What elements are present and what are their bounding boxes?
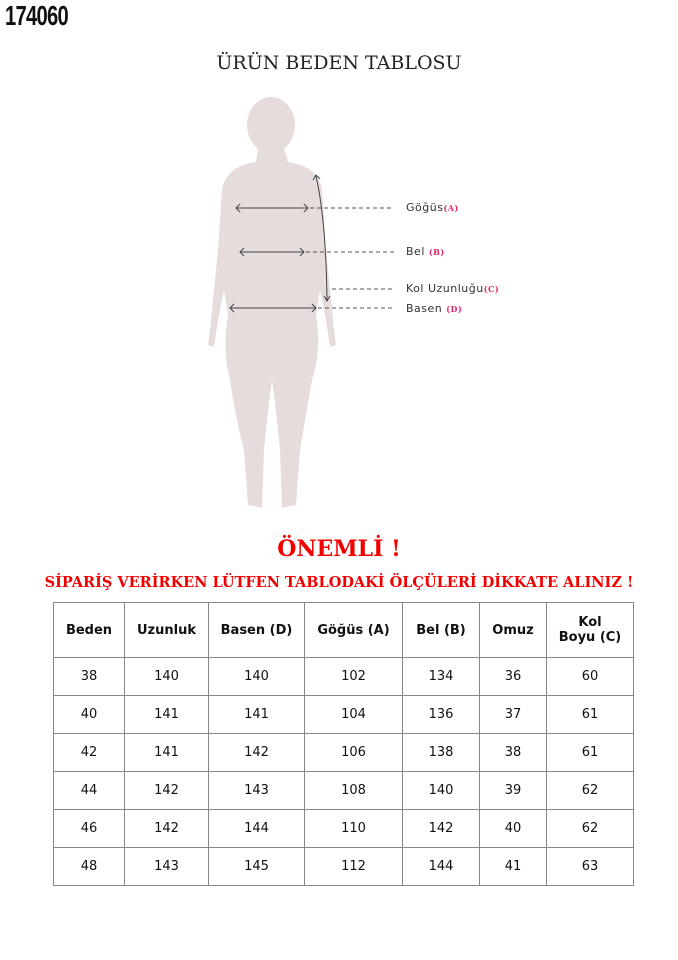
table-row: 40 141 141 104 136 37 61	[53, 695, 634, 734]
table-cell: 142	[124, 771, 209, 810]
hip-arrow	[229, 303, 317, 313]
page-title: ÜRÜN BEDEN TABLOSU	[216, 52, 462, 74]
table-cell: 112	[304, 847, 403, 886]
table-cell: 37	[479, 695, 547, 734]
table-cell: 38	[53, 657, 125, 696]
table-cell: 110	[304, 809, 403, 848]
table-cell: 141	[208, 695, 305, 734]
body-silhouette-figure	[208, 97, 394, 508]
size-table: Beden Uzunluk Basen (D) Göğüs (A) Bel (B) Omu…	[53, 602, 634, 886]
label-tag: (C)	[483, 284, 500, 294]
table-cell: 134	[402, 657, 480, 696]
label-waist: Bel (B)	[406, 245, 445, 258]
table-cell: 36	[479, 657, 547, 696]
label-sleeve: Kol Uzunluğu(C)	[406, 282, 499, 295]
warning-text: SİPARİŞ VERİRKEN LÜTFEN TABLODAKİ ÖLÇÜLE…	[44, 574, 634, 591]
table-cell: 42	[53, 733, 125, 772]
product-code: 174060	[5, 0, 69, 31]
table-cell: 141	[124, 733, 209, 772]
label-tag: (A)	[443, 203, 459, 213]
table-cell: 143	[208, 771, 305, 810]
table-cell: 145	[208, 847, 305, 886]
sleeve-arrow	[312, 174, 331, 302]
table-cell: 140	[124, 657, 209, 696]
table-cell: 40	[479, 809, 547, 848]
chest-arrow	[235, 203, 309, 213]
important-heading: ÖNEMLİ !	[277, 536, 401, 562]
table-cell: 62	[546, 809, 634, 848]
table-cell: 61	[546, 695, 634, 734]
label-chest: Göğüs(A)	[406, 201, 459, 214]
table-cell: 63	[546, 847, 634, 886]
label-text: Kol Uzunluğu	[406, 282, 484, 295]
table-cell: 140	[402, 771, 480, 810]
table-cell: 60	[546, 657, 634, 696]
label-text: Basen	[406, 302, 443, 315]
column-header: Uzunluk	[124, 602, 209, 658]
table-cell: 136	[402, 695, 480, 734]
table-cell: 141	[124, 695, 209, 734]
column-header: Göğüs (A)	[304, 602, 403, 658]
column-header: Omuz	[479, 602, 547, 658]
table-cell: 102	[304, 657, 403, 696]
table-cell: 61	[546, 733, 634, 772]
table-cell: 41	[479, 847, 547, 886]
table-cell: 38	[479, 733, 547, 772]
label-text: Bel	[406, 245, 425, 258]
table-cell: 142	[402, 809, 480, 848]
table-cell: 142	[208, 733, 305, 772]
column-header: Bel (B)	[402, 602, 480, 658]
table-cell: 48	[53, 847, 125, 886]
table-cell: 142	[124, 809, 209, 848]
table-cell: 106	[304, 733, 403, 772]
table-row: 42 141 142 106 138 38 61	[53, 733, 634, 772]
table-row: 38 140 140 102 134 36 60	[53, 657, 634, 696]
table-cell: 44	[53, 771, 125, 810]
table-cell: 144	[208, 809, 305, 848]
label-tag: (B)	[428, 247, 445, 257]
label-text: Göğüs	[406, 201, 444, 214]
table-row: 46 142 144 110 142 40 62	[53, 809, 634, 848]
table-cell: 140	[208, 657, 305, 696]
table-cell: 138	[402, 733, 480, 772]
table-header-row: Beden Uzunluk Basen (D) Göğüs (A) Bel (B) Omu…	[53, 602, 634, 658]
table-cell: 104	[304, 695, 403, 734]
table-cell: 143	[124, 847, 209, 886]
label-tag: (D)	[446, 304, 463, 314]
table-cell: 46	[53, 809, 125, 848]
table-cell: 62	[546, 771, 634, 810]
silhouette	[208, 97, 336, 508]
table-row: 44 142 143 108 140 39 62	[53, 771, 634, 810]
column-header: Basen (D)	[208, 602, 305, 658]
table-cell: 40	[53, 695, 125, 734]
column-header: Beden	[53, 602, 125, 658]
table-cell: 39	[479, 771, 547, 810]
label-hip: Basen (D)	[406, 302, 462, 315]
table-cell: 144	[402, 847, 480, 886]
waist-arrow	[239, 247, 305, 257]
column-header: Kol Boyu (C)	[546, 602, 634, 658]
table-cell: 108	[304, 771, 403, 810]
table-row: 48 143 145 112 144 41 63	[53, 847, 634, 886]
